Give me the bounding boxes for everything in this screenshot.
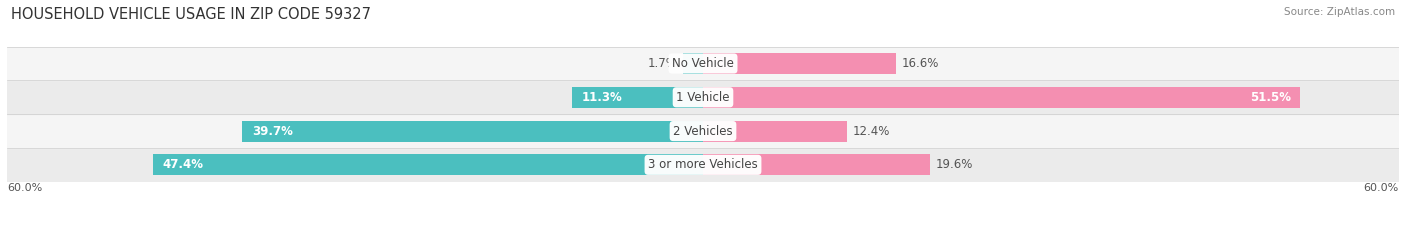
Bar [703, 121, 846, 141]
Text: 12.4%: 12.4% [852, 125, 890, 137]
Text: 11.3%: 11.3% [581, 91, 621, 104]
Bar [683, 53, 703, 74]
Bar [7, 47, 1399, 80]
Text: No Vehicle: No Vehicle [672, 57, 734, 70]
Bar [703, 87, 1301, 108]
Text: Source: ZipAtlas.com: Source: ZipAtlas.com [1284, 7, 1395, 17]
Text: 3 or more Vehicles: 3 or more Vehicles [648, 158, 758, 171]
Bar [7, 114, 1399, 148]
Text: 60.0%: 60.0% [7, 183, 42, 193]
Bar [703, 53, 896, 74]
Text: 16.6%: 16.6% [901, 57, 939, 70]
Text: 51.5%: 51.5% [1250, 91, 1291, 104]
Text: 2 Vehicles: 2 Vehicles [673, 125, 733, 137]
Text: HOUSEHOLD VEHICLE USAGE IN ZIP CODE 59327: HOUSEHOLD VEHICLE USAGE IN ZIP CODE 5932… [11, 7, 371, 22]
Bar [7, 148, 1399, 182]
Bar [7, 80, 1399, 114]
Text: 47.4%: 47.4% [163, 158, 204, 171]
Bar [703, 154, 931, 175]
Text: 60.0%: 60.0% [1364, 183, 1399, 193]
Text: 1.7%: 1.7% [648, 57, 678, 70]
Bar [572, 87, 703, 108]
Bar [242, 121, 703, 141]
Text: 39.7%: 39.7% [252, 125, 292, 137]
Bar [153, 154, 703, 175]
Text: 1 Vehicle: 1 Vehicle [676, 91, 730, 104]
Text: 19.6%: 19.6% [936, 158, 973, 171]
